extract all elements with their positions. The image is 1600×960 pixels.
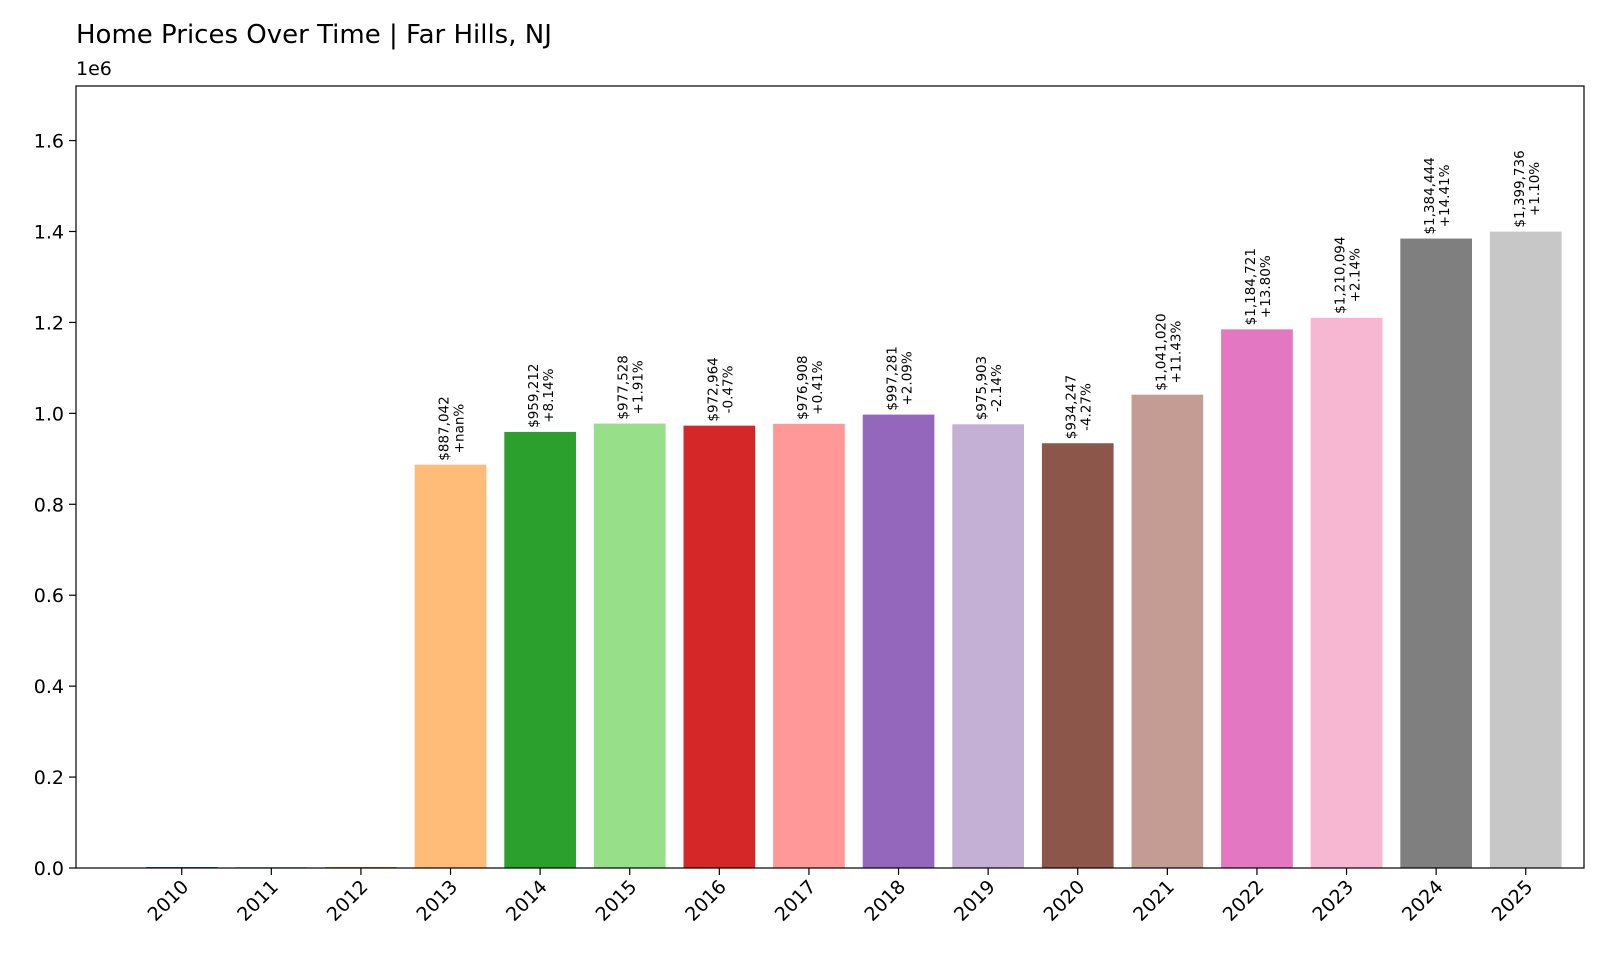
bar-change-label-2016: -0.47% [720,365,736,413]
bar-change-label-2015: +1.91% [631,360,647,414]
bar-label-group-2023: $1,210,094 +2.14% [1333,237,1364,314]
bar-price-label-2014: $959,212 [526,363,542,427]
x-tick-label-2014: 2014 [502,876,552,926]
bar-price-label-2020: $934,247 [1064,375,1080,439]
bar-2020 [1041,443,1114,868]
plot-frame [75,85,1585,869]
bar-label-group-2022: $1,184,721 +13.80% [1243,248,1274,325]
bar-2017 [773,423,845,868]
x-tick-label-2021: 2021 [1129,876,1179,926]
y-tick-label: 0.0 [34,858,64,880]
x-tick-label-2018: 2018 [860,876,910,926]
bar-change-label-2018: +2.09% [900,351,916,405]
bar-label-group-2018: $997,281 +2.09% [885,346,916,410]
y-tick-label: 0.4 [34,676,64,698]
bar-change-label-2021: +11.43% [1168,320,1184,383]
bar-change-label-2025: +1.10% [1527,162,1543,216]
bar-2016 [683,425,756,868]
bar-price-label-2017: $976,908 [795,355,811,419]
bar-label-group-2013: $887,042 +nan% [437,396,468,460]
bar-label-group-2024: $1,384,444 +14.41% [1422,157,1453,234]
x-tick-label-2019: 2019 [950,876,1000,926]
y-tick-label: 1.4 [34,221,64,243]
bar-2013 [414,464,487,868]
bar-2014 [504,431,576,868]
x-tick-label-2013: 2013 [412,876,462,926]
bar-label-group-2021: $1,041,020 +11.43% [1153,313,1184,390]
x-tick-label-2017: 2017 [771,876,821,926]
bar-2023 [1310,317,1383,868]
bar-price-label-2022: $1,184,721 [1243,248,1259,325]
bar-label-group-2014: $959,212 +8.14% [526,363,557,427]
bar-2018 [862,414,935,868]
y-tick-label: 0.6 [34,585,64,607]
bar-2019 [952,424,1024,868]
bar-label-group-2015: $977,528 +1.91% [616,355,647,419]
bar-price-label-2016: $972,964 [705,357,721,421]
bar-change-label-2019: -2.14% [989,364,1005,412]
bar-labels-layer: $887,042 +nan% $959,212 +8.14% $977,528 +1.91… [437,150,1543,460]
bar-label-group-2019: $975,903 -2.14% [974,356,1005,420]
bar-2021 [1131,394,1204,868]
x-tick-label-2010: 2010 [144,876,194,926]
x-tick-label-2022: 2022 [1219,876,1269,926]
bar-change-label-2022: +13.80% [1258,255,1274,318]
x-tick-label-2024: 2024 [1398,876,1448,926]
y-tick-label: 0.8 [34,494,64,516]
bar-2025 [1489,231,1562,868]
bar-price-label-2015: $977,528 [616,355,632,419]
x-tick-label-2011: 2011 [233,876,283,926]
bar-price-label-2024: $1,384,444 [1422,157,1438,234]
y-tick-label: 1.6 [34,131,64,153]
x-tick-label-2020: 2020 [1040,876,1090,926]
bar-label-group-2025: $1,399,736 +1.10% [1512,150,1543,227]
bar-label-group-2017: $976,908 +0.41% [795,355,826,419]
x-tick-label-2023: 2023 [1308,876,1358,926]
y-axis-offset-label: 1e6 [76,58,112,80]
bar-change-label-2017: +0.41% [810,360,826,414]
bar-2015 [593,423,666,868]
y-tick-label: 0.2 [34,767,64,789]
bars-layer [145,231,1562,869]
bar-2022 [1221,329,1293,868]
bar-change-label-2014: +8.14% [541,368,557,422]
bar-change-label-2023: +2.14% [1348,248,1364,302]
bar-price-label-2021: $1,041,020 [1153,313,1169,390]
bar-price-label-2013: $887,042 [437,396,453,460]
bar-price-label-2025: $1,399,736 [1512,150,1528,227]
bar-price-label-2019: $975,903 [974,356,990,420]
chart-title: Home Prices Over Time | Far Hills, NJ [76,20,552,50]
bar-change-label-2024: +14.41% [1437,164,1453,227]
bar-price-label-2023: $1,210,094 [1333,237,1349,314]
x-tick-label-2016: 2016 [681,876,731,926]
x-tick-label-2012: 2012 [323,876,373,926]
y-tick-label: 1.2 [34,312,64,334]
x-tick-label-2025: 2025 [1488,876,1538,926]
bar-price-label-2018: $997,281 [885,346,901,410]
bar-label-group-2016: $972,964 -0.47% [705,357,736,421]
bar-2024 [1400,238,1472,869]
bar-change-label-2020: -4.27% [1079,383,1095,431]
x-tick-label-2015: 2015 [592,876,642,926]
bar-label-group-2020: $934,247 -4.27% [1064,375,1095,439]
bar-change-label-2013: +nan% [452,404,468,454]
y-tick-label: 1.0 [34,403,64,425]
